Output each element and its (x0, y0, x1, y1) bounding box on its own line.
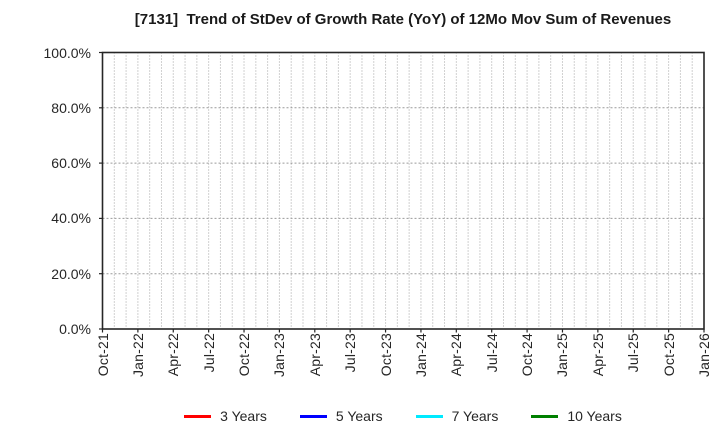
legend-item: 10 Years (531, 408, 622, 424)
y-tick-label: 60.0% (51, 155, 91, 172)
y-tick-label: 40.0% (51, 210, 91, 227)
x-tick-label: Jul-22 (200, 333, 217, 373)
legend-line-swatch (531, 414, 559, 418)
x-tick-label: Apr-22 (165, 333, 182, 377)
legend-label: 3 Years (220, 408, 267, 424)
x-tick-label: Apr-24 (448, 333, 465, 377)
legend-item: 5 Years (299, 408, 383, 424)
legend-item: 7 Years (415, 408, 499, 424)
y-tick-label: 0.0% (59, 321, 91, 337)
y-tick-label: 20.0% (51, 265, 91, 282)
x-tick-label: Apr-25 (589, 333, 606, 377)
x-tick-label: Jan-25 (554, 333, 571, 378)
x-tick-label: Jan-24 (412, 333, 429, 378)
x-tick-label: Jul-23 (342, 333, 359, 373)
x-tick-label: Oct-21 (94, 333, 111, 377)
legend-line-swatch (415, 414, 443, 418)
x-tick-label: Oct-24 (519, 333, 536, 377)
legend-line-swatch (299, 414, 327, 418)
x-tick-label: Jan-22 (129, 333, 146, 378)
x-tick-label: Jul-24 (483, 333, 500, 373)
y-tick-label: 100.0% (43, 44, 91, 61)
plot-frame (101, 51, 705, 330)
x-tick-label: Jul-25 (625, 333, 642, 373)
x-tick-label: Oct-22 (236, 333, 253, 377)
legend-label: 5 Years (335, 408, 383, 424)
x-tick-label: Oct-23 (377, 333, 394, 377)
x-tick-label: Apr-23 (306, 333, 323, 377)
legend-item: 3 Years (184, 408, 267, 424)
x-tick-label: Oct-25 (660, 333, 677, 377)
legend-label: 10 Years (567, 408, 622, 424)
y-tick-label: 80.0% (51, 99, 91, 116)
x-tick-label: Jan-26 (696, 333, 712, 378)
x-tick-label: Jan-23 (271, 333, 288, 378)
chart-title: [7131] Trend of StDev of Growth Rate (Yo… (134, 11, 672, 28)
legend-label: 7 Years (451, 408, 499, 424)
legend-line-swatch (184, 414, 212, 418)
legend: 3 Years 5 Years 7 Years 10 Years (102, 405, 704, 427)
